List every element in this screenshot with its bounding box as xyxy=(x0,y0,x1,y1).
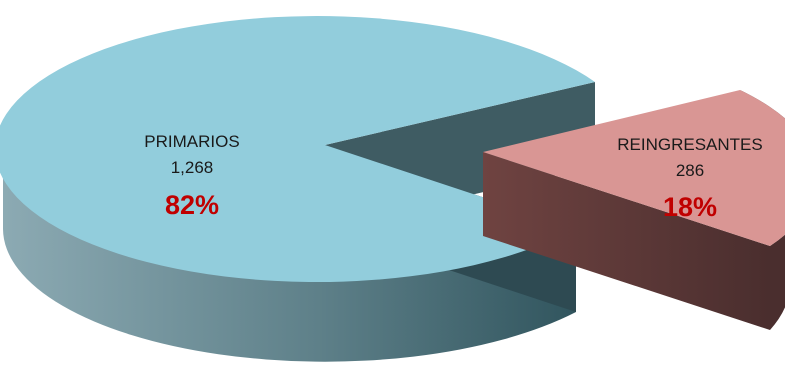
reingresantes-percent: 18% xyxy=(663,192,717,222)
slice-reingresantes-side xyxy=(483,152,770,330)
slice-primarios-side xyxy=(3,145,576,362)
slice-primarios-top xyxy=(0,16,595,283)
slice-primarios xyxy=(0,16,595,362)
primarios-value: 1,268 xyxy=(171,158,214,177)
slice-reingresantes-outer-side xyxy=(740,90,785,330)
reingresantes-label: REINGRESANTES xyxy=(617,135,762,154)
primarios-label: PRIMARIOS xyxy=(144,132,239,151)
reingresantes-value: 286 xyxy=(676,161,704,180)
slice-reingresantes xyxy=(483,90,785,330)
primarios-percent: 82% xyxy=(165,190,219,220)
slice-reingresantes-top xyxy=(483,90,785,246)
